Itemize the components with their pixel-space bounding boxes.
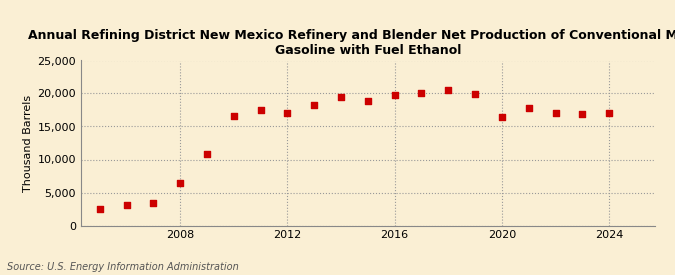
Point [497, 114, 508, 119]
Point [389, 93, 400, 98]
Point [416, 91, 427, 95]
Title: Annual Refining District New Mexico Refinery and Blender Net Production of Conve: Annual Refining District New Mexico Refi… [28, 29, 675, 57]
Point [255, 108, 266, 112]
Point [122, 203, 132, 207]
Point [95, 207, 105, 211]
Point [175, 180, 186, 185]
Point [309, 103, 320, 108]
Point [148, 201, 159, 205]
Point [443, 88, 454, 92]
Point [335, 95, 346, 100]
Point [202, 151, 213, 156]
Point [362, 98, 373, 103]
Point [523, 106, 534, 110]
Point [282, 111, 293, 116]
Text: Source: U.S. Energy Information Administration: Source: U.S. Energy Information Administ… [7, 262, 238, 272]
Point [603, 111, 614, 116]
Y-axis label: Thousand Barrels: Thousand Barrels [24, 94, 33, 192]
Point [228, 114, 239, 118]
Point [577, 112, 588, 116]
Point [550, 111, 561, 116]
Point [470, 92, 481, 96]
